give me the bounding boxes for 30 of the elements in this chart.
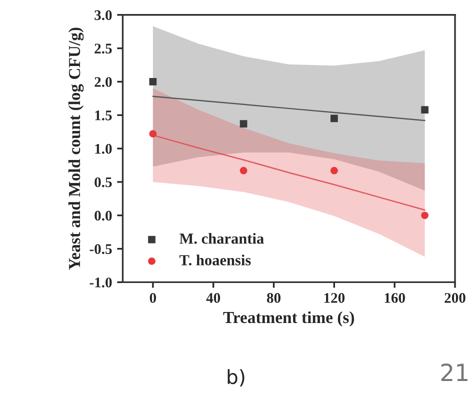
legend-label: M. charantia (180, 233, 264, 244)
text: 21 (441, 363, 468, 382)
point (421, 106, 428, 114)
x-tick-label: 40 (206, 293, 220, 303)
point (240, 120, 248, 128)
point (240, 166, 248, 174)
point (149, 78, 157, 86)
y-tick-label: 2.0 (94, 77, 112, 87)
y-tick-label: 1.5 (95, 110, 112, 120)
y-tick-label: 0.0 (94, 210, 112, 221)
x-tick-label: 160 (384, 293, 405, 303)
y-tick-label: 1.0 (95, 144, 112, 154)
y-tick-label: -1.0 (90, 278, 112, 288)
y-tick-label: 3.0 (94, 10, 112, 20)
y-axis-title: Yeast and Mold count (log CFU/g) (68, 28, 84, 270)
legend-label: T. hoaensis (179, 254, 251, 266)
point (149, 130, 157, 138)
x-tick-label: 200 (444, 293, 466, 303)
line-series (152, 96, 426, 122)
point (421, 212, 428, 220)
point (330, 166, 338, 174)
y-tick-label: -0.5 (90, 244, 112, 254)
x-tick-label: 80 (266, 293, 280, 303)
y-tick-label: 0.5 (94, 177, 112, 188)
x-tick-label: 0 (150, 293, 156, 303)
point (330, 114, 338, 122)
text: b) (228, 369, 244, 386)
y-tick-label: 2.5 (94, 44, 112, 54)
x-axis-title: Treatment time (s) (223, 311, 354, 327)
x-tick-label: 120 (324, 293, 345, 303)
